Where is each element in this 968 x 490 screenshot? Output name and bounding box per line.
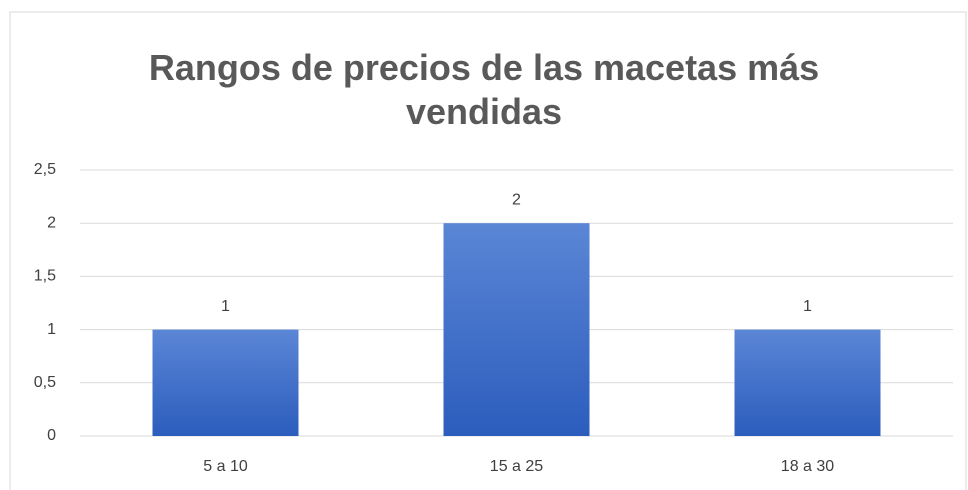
y-tick-label: 2,5 (34, 161, 56, 178)
bar (152, 329, 299, 436)
x-tick-label: 5 a 10 (203, 458, 248, 475)
data-label: 1 (803, 298, 812, 315)
y-tick-label: 0,5 (34, 374, 56, 391)
y-tick-label: 1 (47, 321, 56, 338)
data-label: 1 (221, 298, 230, 315)
bar (734, 329, 881, 436)
x-tick-label: 15 a 25 (490, 458, 543, 475)
y-tick-label: 1,5 (34, 268, 56, 285)
chart-border (9, 11, 967, 490)
x-tick-label: 18 a 30 (781, 458, 834, 475)
y-tick-label: 0 (47, 427, 56, 444)
data-label: 2 (512, 191, 521, 208)
y-tick-label: 2 (47, 214, 56, 231)
chart-title: Rangos de precios de las macetas más ven… (148, 47, 820, 132)
bar (443, 223, 590, 436)
